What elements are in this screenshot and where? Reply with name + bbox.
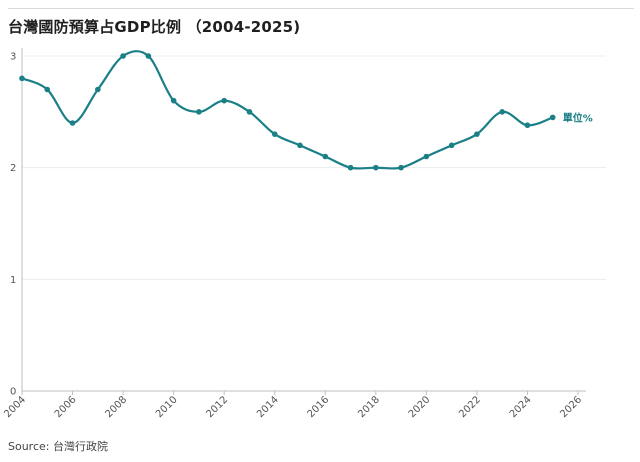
x-tick-label: 2012	[205, 394, 231, 420]
data-point	[373, 164, 379, 171]
chart-title: 台灣國防預算占GDP比例 （2004-2025)	[8, 18, 301, 36]
axes	[21, 48, 586, 392]
x-tick-label: 2004	[2, 394, 28, 420]
x-tick-label: 2008	[103, 394, 129, 420]
series-line	[21, 50, 554, 170]
y-tick-label: 0	[10, 387, 16, 398]
data-point	[474, 131, 480, 137]
data-point	[246, 109, 253, 115]
data-point	[549, 114, 556, 121]
data-point	[145, 53, 152, 59]
x-tick-label: 2026	[558, 394, 584, 420]
data-point	[322, 153, 329, 160]
x-tick-label: 2016	[306, 394, 332, 420]
data-point	[524, 122, 531, 129]
x-tick-label: 2014	[255, 394, 281, 420]
x-tick-label: 2018	[356, 394, 382, 420]
x-tick-label: 2022	[457, 394, 483, 420]
data-point	[271, 131, 278, 137]
data-point	[170, 97, 177, 104]
data-point	[423, 153, 430, 160]
data-point	[95, 86, 101, 93]
grid-lines	[22, 55, 606, 280]
data-point	[69, 120, 76, 126]
x-tick-label: 2024	[508, 394, 534, 420]
data-point	[297, 142, 303, 149]
y-tick-label: 3	[10, 52, 16, 63]
data-point	[196, 109, 202, 115]
source-note: Source: 台灣行政院	[8, 440, 108, 453]
y-tick-label: 1	[10, 275, 16, 286]
data-point	[19, 75, 25, 82]
data-point	[398, 164, 404, 171]
data-point	[120, 53, 126, 59]
unit-label: 單位%	[563, 111, 593, 124]
x-tick-label: 2006	[53, 394, 79, 420]
x-tick-label: 2020	[407, 394, 433, 420]
data-point	[221, 97, 227, 104]
x-tick-labels: 2004 2006 2008 2010 2012 2014 2016 2018 2020 2022…	[2, 391, 584, 420]
data-point	[499, 109, 505, 115]
data-point	[44, 86, 51, 93]
y-tick-labels: 0 1 2 3	[10, 52, 16, 398]
data-point	[347, 164, 354, 171]
data-points	[19, 53, 556, 171]
data-point	[448, 142, 455, 149]
x-tick-label: 2010	[154, 394, 180, 420]
y-tick-label: 2	[10, 163, 16, 174]
top-rule	[8, 8, 634, 9]
